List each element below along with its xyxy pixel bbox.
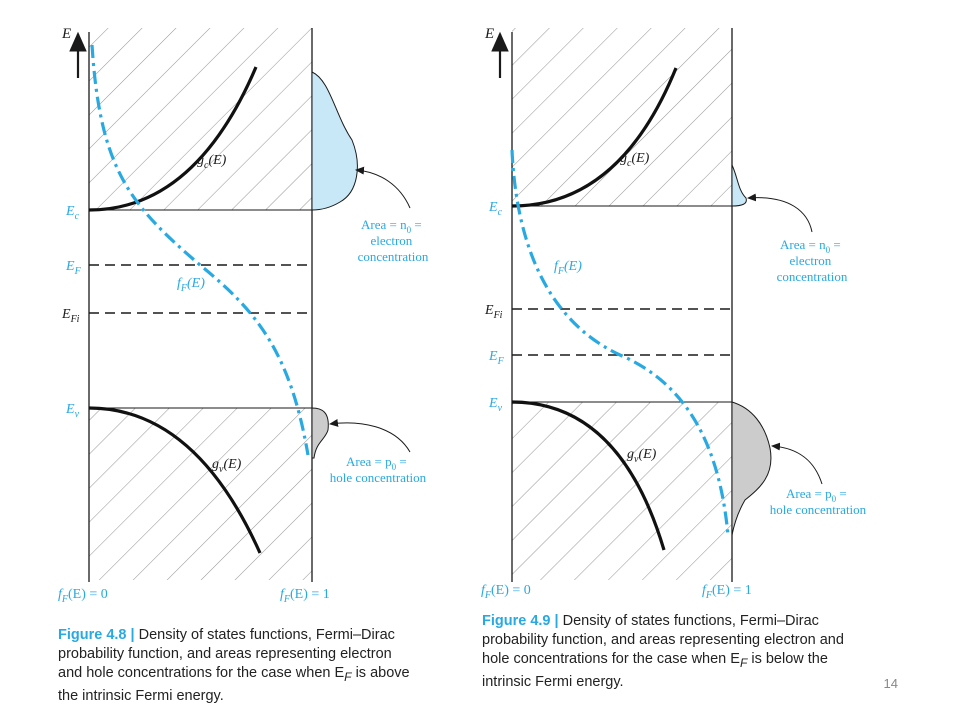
caption-line: Figure 4.9 | Density of states functions… bbox=[482, 612, 882, 631]
figure-4-9: E Ec EFi EF Ev gc(E) gv(E) fF(E) Area = … bbox=[481, 26, 867, 601]
f-zero-label: fF(E) = 0 bbox=[58, 587, 108, 605]
conduction-band-hatch bbox=[512, 28, 732, 206]
energy-axis-label: E bbox=[61, 26, 71, 42]
gc-label: gc(E) bbox=[197, 153, 227, 171]
figure-4-8-caption: Figure 4.8 | Density of states functions… bbox=[58, 626, 458, 706]
hole-area-arrow bbox=[771, 442, 823, 485]
figure-4-8: E Ec EF EFi Ev gc(E) gv(E) fF(E) Area = … bbox=[58, 26, 429, 605]
caption-figure-number: Figure 4.8 bbox=[58, 627, 127, 643]
fermi-dirac-curve bbox=[510, 149, 730, 536]
caption-text: Density of states functions, Fermi–Dirac bbox=[562, 613, 819, 629]
caption-text: and hole concentrations for the case whe… bbox=[58, 665, 345, 681]
electron-area bbox=[311, 71, 358, 211]
valence-band-hatch bbox=[512, 402, 732, 580]
page-number: 14 bbox=[883, 676, 898, 691]
gv-label: gv(E) bbox=[627, 447, 657, 465]
ef-label: EF bbox=[488, 349, 505, 367]
f-zero-label: fF(E) = 0 bbox=[481, 583, 531, 601]
caption-line: Figure 4.8 | Density of states functions… bbox=[58, 626, 458, 645]
gv-label: gv(E) bbox=[212, 457, 242, 475]
caption-text: is below the bbox=[747, 651, 828, 667]
caption-text: hole concentrations for the case when E bbox=[482, 651, 740, 667]
hole-area bbox=[311, 407, 329, 459]
ev-label: Ev bbox=[65, 402, 80, 420]
hole-area-arrow bbox=[329, 418, 411, 453]
caption-figure-number: Figure 4.9 bbox=[482, 613, 551, 629]
caption-subscript: F bbox=[344, 669, 352, 684]
caption-line: probability function, and areas represen… bbox=[482, 632, 844, 648]
f-one-label: fF(E) = 1 bbox=[702, 583, 752, 601]
caption-line: the intrinsic Fermi energy. bbox=[58, 687, 224, 704]
caption-line: intrinsic Fermi energy. bbox=[482, 673, 624, 690]
caption-line: probability function, and areas represen… bbox=[58, 646, 392, 662]
hole-area-label: Area = p0 = hole concentration bbox=[330, 454, 427, 485]
energy-axis-label: E bbox=[484, 26, 494, 42]
figure-4-9-caption: Figure 4.9 | Density of states functions… bbox=[482, 612, 882, 692]
gc-curve bbox=[511, 67, 678, 208]
fermi-dirac-curve bbox=[90, 44, 310, 456]
caption-separator: | bbox=[126, 627, 139, 643]
efi-label: EFi bbox=[61, 307, 80, 325]
conduction-band-hatch bbox=[89, 28, 312, 210]
caption-line: and hole concentrations for the case whe… bbox=[58, 664, 458, 687]
caption-text: Density of states functions, Fermi–Dirac bbox=[138, 627, 395, 643]
valence-band-hatch bbox=[89, 408, 312, 580]
caption-subscript: F bbox=[739, 655, 748, 670]
ev-label: Ev bbox=[488, 396, 503, 414]
caption-line: hole concentrations for the case when EF… bbox=[482, 650, 882, 673]
hole-area bbox=[731, 401, 772, 536]
electron-area-arrow bbox=[355, 166, 411, 209]
ff-label: fF(E) bbox=[554, 259, 582, 277]
electron-area bbox=[731, 164, 747, 207]
gv-curve bbox=[88, 406, 262, 554]
efi-label: EFi bbox=[484, 303, 503, 321]
ef-label: EF bbox=[65, 259, 82, 277]
gv-curve bbox=[511, 400, 666, 551]
caption-separator: | bbox=[550, 613, 563, 629]
gc-label: gc(E) bbox=[620, 151, 650, 169]
f-one-label: fF(E) = 1 bbox=[280, 587, 330, 605]
ec-label: Ec bbox=[65, 204, 80, 222]
ec-label: Ec bbox=[488, 200, 503, 218]
caption-text: is above bbox=[351, 665, 410, 681]
electron-area-arrow bbox=[747, 193, 813, 233]
electron-area-label: Area = n0 = electron concentration bbox=[777, 237, 848, 284]
electron-area-label: Area = n0 = electron concentration bbox=[358, 217, 429, 264]
gc-curve bbox=[88, 66, 258, 212]
ff-label: fF(E) bbox=[177, 276, 205, 294]
hole-area-label: Area = p0 = hole concentration bbox=[770, 486, 867, 517]
